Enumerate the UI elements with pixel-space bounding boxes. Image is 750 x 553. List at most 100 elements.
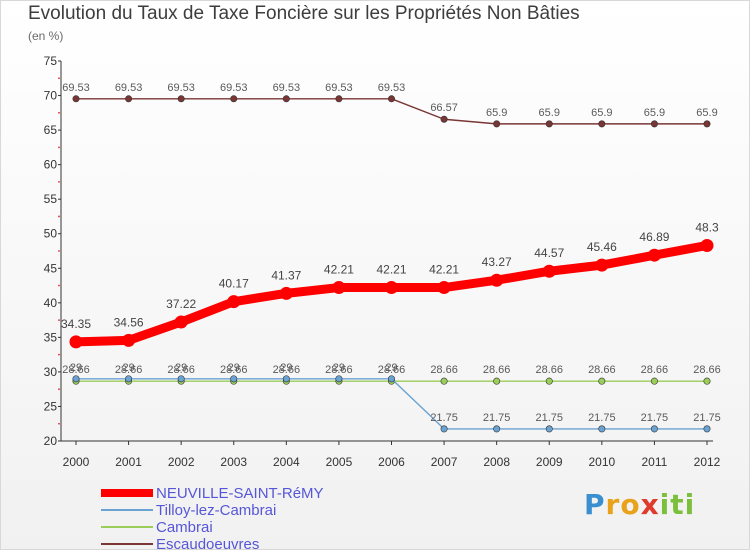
data-label-tilloy: 29 (280, 362, 292, 374)
data-label-cambrai: 28.66 (693, 364, 721, 376)
point-neuville (490, 273, 504, 287)
data-label-cambrai: 28.66 (588, 364, 616, 376)
point-escaudoeuvres (387, 95, 395, 103)
point-cambrai (545, 377, 553, 385)
y-tick-label: 65 (44, 123, 58, 137)
y-minor-tick (58, 146, 60, 149)
data-label-tilloy: 21.75 (588, 412, 616, 424)
point-neuville (227, 295, 241, 309)
point-cambrai (598, 377, 606, 385)
data-label-neuville: 44.57 (534, 246, 564, 260)
x-tick-label: 2001 (115, 455, 142, 469)
logo-letter: i (684, 488, 696, 521)
point-tilloy (598, 425, 606, 433)
logo-letter: t (670, 488, 685, 521)
y-tick-label: 70 (44, 89, 58, 103)
data-label-tilloy: 29 (385, 362, 397, 374)
data-label-cambrai: 28.66 (378, 364, 406, 376)
logo-letter: x (640, 488, 660, 521)
data-label-tilloy: 21.75 (535, 412, 563, 424)
point-escaudoeuvres (650, 120, 658, 128)
data-label-neuville: 40.17 (219, 277, 249, 291)
chart-title: Evolution du Taux de Taxe Foncière sur l… (28, 3, 580, 24)
data-label-neuville: 34.56 (114, 315, 144, 329)
point-escaudoeuvres (72, 95, 80, 103)
x-tick-label: 2008 (483, 455, 510, 469)
point-tilloy (440, 425, 448, 433)
data-label-escaudoeuvres: 69.53 (325, 82, 353, 94)
y-minor-tick (58, 77, 60, 80)
y-minor-tick (58, 388, 60, 391)
point-tilloy (282, 375, 290, 383)
point-cambrai (650, 377, 658, 385)
data-label-neuville: 34.35 (61, 317, 91, 331)
y-tick-label: 30 (44, 365, 58, 379)
x-tick-label: 2010 (588, 455, 615, 469)
data-label-cambrai: 28.66 (430, 364, 458, 376)
point-tilloy (703, 425, 711, 433)
data-label-neuville: 43.27 (482, 255, 512, 269)
x-tick-label: 2006 (378, 455, 405, 469)
y-minor-tick (58, 319, 60, 321)
point-escaudoeuvres (230, 95, 238, 103)
data-label-cambrai: 28.66 (167, 364, 195, 376)
logo-letter: P (584, 488, 606, 521)
y-tick-label: 20 (44, 434, 58, 448)
data-label-cambrai: 28.66 (483, 364, 511, 376)
data-label-neuville: 41.37 (271, 268, 301, 282)
data-label-neuville: 46.89 (639, 230, 669, 244)
data-label-neuville: 45.46 (587, 240, 617, 254)
logo-letter: i (659, 488, 671, 521)
data-label-escaudoeuvres: 69.53 (62, 82, 90, 94)
point-tilloy (493, 425, 501, 433)
point-neuville (595, 258, 609, 272)
data-label-neuville: 42.21 (376, 263, 406, 277)
data-label-tilloy: 29 (333, 362, 345, 374)
data-label-tilloy: 21.75 (693, 412, 721, 424)
data-label-neuville: 37.22 (166, 297, 196, 311)
data-label-tilloy: 29 (175, 362, 187, 374)
point-neuville (279, 286, 293, 300)
y-tick-label: 55 (44, 192, 58, 206)
data-label-escaudoeuvres: 65.9 (591, 107, 612, 119)
data-label-escaudoeuvres: 65.9 (539, 107, 560, 119)
x-tick-label: 2009 (536, 455, 563, 469)
point-tilloy (72, 375, 80, 383)
line-chart: 20 25 30 35 40 45 50 55 60 65 70 75 2000 2001 2002 2003… (44, 54, 721, 469)
point-neuville (647, 248, 661, 262)
data-label-escaudoeuvres: 66.57 (430, 102, 458, 114)
data-label-escaudoeuvres: 65.9 (644, 107, 665, 119)
y-tick-label: 75 (44, 54, 58, 68)
data-label-tilloy: 29 (228, 362, 240, 374)
x-tick-label: 2012 (694, 455, 721, 469)
data-label-neuville: 42.21 (324, 263, 354, 277)
legend-swatch-tilloy (101, 509, 153, 511)
data-label-cambrai: 28.66 (220, 364, 248, 376)
data-label-cambrai: 28.66 (535, 364, 563, 376)
logo-letter: o (620, 488, 641, 521)
legend-label-escaudoeuvres: Escaudoeuvres (156, 536, 260, 553)
point-neuville (122, 333, 136, 347)
point-escaudoeuvres (335, 95, 343, 103)
data-label-tilloy: 29 (122, 362, 134, 374)
data-labels-layer: 69.53 69.53 69.53 69.53 69.53 69.53 69.53 66.57… (61, 82, 721, 424)
logo-letter: r (605, 488, 621, 521)
y-minor-tick (58, 181, 60, 183)
data-label-escaudoeuvres: 69.53 (167, 82, 195, 94)
legend-swatch-neuville (101, 489, 153, 497)
x-tick-label: 2002 (168, 455, 195, 469)
x-tick-label: 2005 (326, 455, 353, 469)
point-neuville (700, 238, 714, 252)
data-label-cambrai: 28.66 (273, 364, 301, 376)
data-label-cambrai: 28.66 (62, 364, 90, 376)
point-neuville (437, 281, 451, 295)
series-layer (69, 95, 714, 433)
data-label-escaudoeuvres: 65.9 (696, 107, 717, 119)
data-label-escaudoeuvres: 69.53 (273, 82, 301, 94)
x-tick-label: 2007 (431, 455, 458, 469)
point-cambrai (440, 377, 448, 385)
point-tilloy (387, 375, 395, 383)
proxiti-logo: Proxiti (584, 488, 695, 521)
y-minor-tick (58, 353, 60, 356)
